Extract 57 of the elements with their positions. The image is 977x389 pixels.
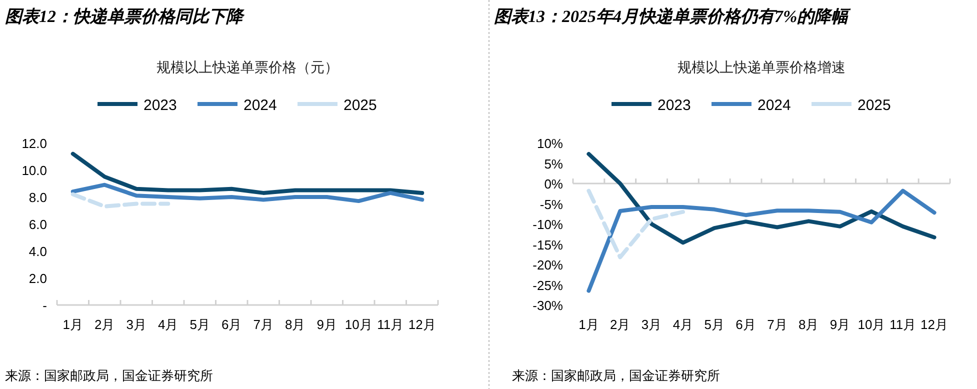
chart-title: 图表13：2025年4月快递单票价格仍有7%的降幅 xyxy=(494,7,852,26)
x-tick-label: 7月 xyxy=(253,317,274,332)
x-tick-label: 12月 xyxy=(920,317,948,332)
legend-label: 2024 xyxy=(244,97,277,114)
source-note: 来源：国家邮政局，国金证券研究所 xyxy=(512,368,720,383)
x-tick-label: 6月 xyxy=(222,317,242,332)
legend-label: 2023 xyxy=(658,97,691,114)
x-tick-label: 6月 xyxy=(736,317,756,332)
legend-label: 2025 xyxy=(344,97,377,114)
line-series xyxy=(70,152,424,195)
chart-subtitle: 规模以上快递单票价格（元） xyxy=(156,60,338,76)
y-tick-label: -20% xyxy=(532,258,564,272)
y-tick-label: -25% xyxy=(532,278,564,293)
line-series xyxy=(586,188,936,293)
legend-label: 2025 xyxy=(858,97,891,114)
y-tick-label: 6.0 xyxy=(28,217,47,232)
y-tick-label: 2.0 xyxy=(28,271,47,286)
y-tick-label: 10% xyxy=(536,136,564,151)
chart-subtitle: 规模以上快递单票价格增速 xyxy=(678,60,846,76)
line-series xyxy=(586,152,936,245)
x-tick-label: 11月 xyxy=(377,317,404,332)
x-tick-label: 12月 xyxy=(408,317,436,332)
y-tick-label: - xyxy=(42,298,47,313)
y-tick-label: 4.0 xyxy=(28,244,47,259)
x-tick-label: 10月 xyxy=(858,317,886,332)
x-tick-label: 4月 xyxy=(672,317,694,332)
x-tick-label: 4月 xyxy=(158,317,178,332)
y-tick-label: -5% xyxy=(540,196,564,212)
line-series xyxy=(586,188,685,260)
x-tick-label: 3月 xyxy=(641,317,662,332)
x-tick-label: 10月 xyxy=(344,317,372,332)
x-tick-label: 1月 xyxy=(578,317,599,332)
x-tick-label: 5月 xyxy=(704,317,724,332)
x-tick-label: 5月 xyxy=(190,317,210,332)
line-series xyxy=(70,182,424,204)
y-tick-label: 5% xyxy=(544,156,564,172)
y-tick-label: -30% xyxy=(532,298,564,313)
legend-label: 2024 xyxy=(758,97,791,114)
y-tick-label: 8.0 xyxy=(28,190,47,205)
x-tick-label: 3月 xyxy=(126,317,146,332)
chart-title: 图表12：快递单票价格同比下降 xyxy=(5,7,245,26)
y-tick-label: -15% xyxy=(532,237,564,252)
source-note: 来源：国家邮政局，国金证券研究所 xyxy=(5,368,213,383)
y-tick-label: 10.0 xyxy=(22,163,47,178)
x-tick-label: 8月 xyxy=(285,317,306,332)
legend-label: 2023 xyxy=(144,97,177,114)
x-tick-label: 1月 xyxy=(62,317,83,332)
x-tick-label: 2月 xyxy=(94,317,115,332)
x-tick-label: 8月 xyxy=(798,317,819,332)
y-tick-label: -10% xyxy=(532,217,564,232)
x-tick-label: 7月 xyxy=(767,317,788,332)
y-tick-label: 0% xyxy=(544,176,564,192)
x-tick-label: 9月 xyxy=(830,317,850,332)
x-tick-label: 11月 xyxy=(890,317,916,332)
x-tick-label: 9月 xyxy=(316,317,337,332)
x-tick-label: 2月 xyxy=(610,317,630,332)
y-tick-label: 12.0 xyxy=(22,136,47,151)
